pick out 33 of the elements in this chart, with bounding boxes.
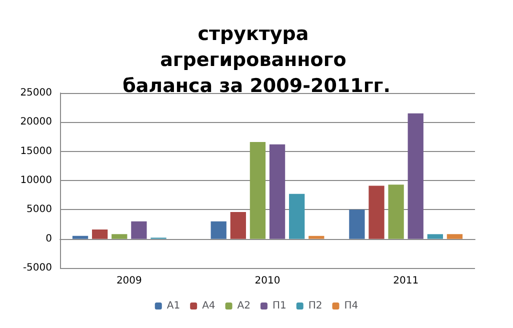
y-tick-label: 10000 bbox=[20, 175, 52, 186]
y-tick-label: 15000 bbox=[20, 146, 52, 157]
bar bbox=[349, 210, 365, 239]
legend-label: П2 bbox=[308, 300, 322, 312]
legend-label: П1 bbox=[272, 300, 286, 312]
y-tick-label: -5000 bbox=[22, 262, 52, 274]
x-tick-label: 2011 bbox=[393, 276, 419, 286]
x-tick-label: 2010 bbox=[254, 276, 280, 286]
bar bbox=[210, 221, 226, 239]
bar bbox=[131, 221, 147, 239]
bar bbox=[269, 144, 286, 239]
legend-label: П4 bbox=[344, 300, 358, 312]
y-tick-label: 5000 bbox=[26, 204, 52, 216]
bar bbox=[427, 234, 443, 239]
bar bbox=[388, 184, 404, 239]
x-tick-label: 2009 bbox=[116, 276, 142, 286]
y-tick-label: 20000 bbox=[20, 116, 52, 128]
y-tick-label: 25000 bbox=[20, 88, 52, 98]
bar bbox=[250, 142, 266, 239]
bar bbox=[368, 186, 384, 239]
bar bbox=[408, 113, 424, 239]
bar bbox=[230, 212, 246, 239]
bar bbox=[72, 236, 88, 239]
legend-label: А1 bbox=[166, 300, 180, 312]
bar bbox=[112, 234, 128, 239]
bar bbox=[446, 234, 463, 239]
bar bbox=[308, 236, 324, 239]
legend-label: А2 bbox=[237, 300, 250, 312]
y-tick-label: 0 bbox=[46, 233, 52, 244]
legend-label: А4 bbox=[202, 300, 216, 312]
bar bbox=[289, 194, 305, 239]
chart-title: структура агрегированного баланса за 2009-2011гг. bbox=[122, 23, 390, 97]
bar bbox=[92, 230, 108, 239]
